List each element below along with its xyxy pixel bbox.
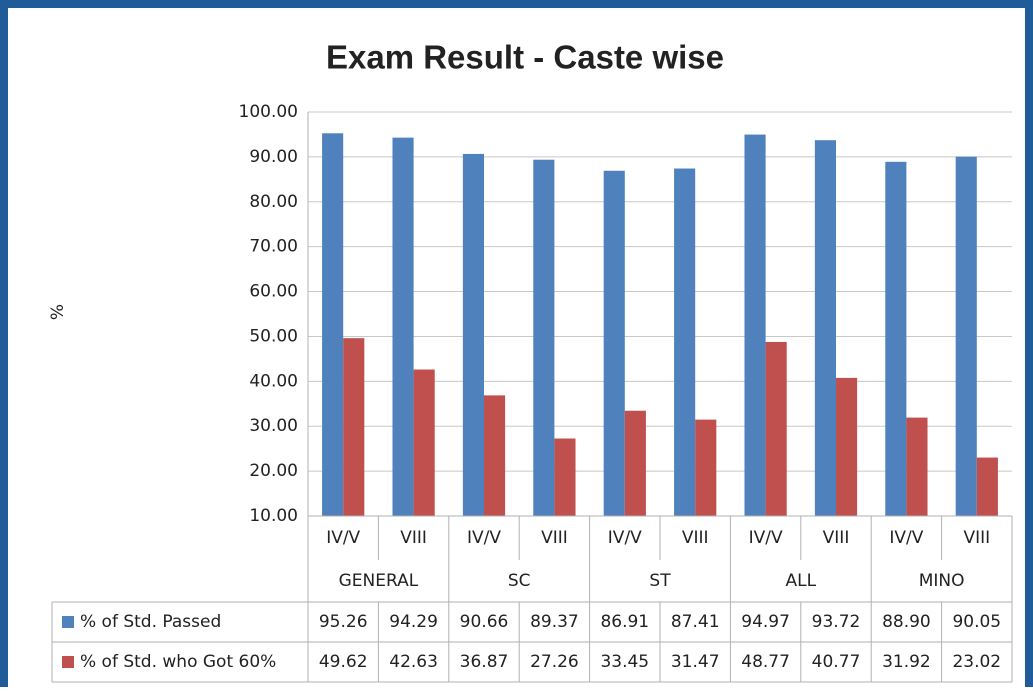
table-value: 36.87 [460, 652, 509, 672]
bar [744, 134, 766, 517]
bar [885, 161, 907, 516]
y-tick-label: 100.00 [239, 102, 298, 122]
x-tick-label: VIII [682, 528, 709, 548]
bar [624, 410, 646, 516]
bar [765, 341, 787, 516]
y-tick-label: 60.00 [249, 282, 298, 302]
x-tick-label: IV/V [749, 528, 783, 548]
chart-title: Exam Result - Caste wise [326, 39, 724, 76]
table-value: 90.05 [952, 612, 1001, 632]
legend-key [62, 616, 74, 628]
table-value: 87.41 [671, 612, 720, 632]
legend-label: % of Std. who Got 60% [80, 652, 276, 672]
bar [484, 395, 506, 516]
y-tick-label: 30.00 [249, 416, 298, 436]
bar [462, 153, 484, 517]
table-value: 49.62 [319, 652, 368, 672]
x-tick-label: VIII [963, 528, 990, 548]
x-tick-label: VIII [541, 528, 568, 548]
x-tick-label: VIII [823, 528, 850, 548]
table-value: 94.97 [741, 612, 790, 632]
bar [343, 338, 365, 516]
table-value: 23.02 [952, 652, 1001, 672]
table-value: 86.91 [600, 612, 649, 632]
bar [674, 168, 696, 516]
table-value: 42.63 [389, 652, 438, 672]
bar [322, 133, 344, 516]
x-tick-label: IV/V [889, 528, 923, 548]
x-tick-label: IV/V [467, 528, 501, 548]
group-label: SC [508, 571, 531, 591]
legend-key [62, 656, 74, 668]
y-tick-label: 10.00 [249, 506, 298, 526]
y-tick-label: 20.00 [249, 461, 298, 481]
bar [413, 369, 435, 516]
bar [906, 417, 928, 516]
table-value: 89.37 [530, 612, 579, 632]
x-tick-label: IV/V [608, 528, 642, 548]
y-tick-label: 40.00 [249, 371, 298, 391]
table-value: 88.90 [882, 612, 931, 632]
table-value: 40.77 [812, 652, 861, 672]
bar [976, 457, 998, 516]
bar [695, 419, 717, 516]
y-tick-label: 80.00 [249, 192, 298, 212]
table-value: 27.26 [530, 652, 579, 672]
bar [955, 156, 977, 517]
table-value: 33.45 [600, 652, 649, 672]
table-value: 93.72 [812, 612, 861, 632]
y-tick-label: 50.00 [249, 326, 298, 346]
table-value: 31.47 [671, 652, 720, 672]
group-label: ST [649, 571, 671, 591]
group-label: MINO [919, 571, 965, 591]
bar [836, 377, 858, 516]
bar [814, 140, 836, 516]
table-value: 90.66 [460, 612, 509, 632]
bar [533, 159, 555, 516]
bar [603, 170, 625, 516]
y-tick-label: 90.00 [249, 147, 298, 167]
group-label: GENERAL [339, 571, 419, 591]
group-label: ALL [786, 571, 817, 591]
x-tick-label: VIII [400, 528, 427, 548]
y-tick-label: 70.00 [249, 237, 298, 257]
bar [554, 438, 576, 516]
table-value: 48.77 [741, 652, 790, 672]
x-tick-label: IV/V [326, 528, 360, 548]
y-axis-label: % [48, 304, 68, 320]
table-value: 94.29 [389, 612, 438, 632]
table-value: 95.26 [319, 612, 368, 632]
bar [392, 137, 414, 516]
legend-label: % of Std. Passed [80, 612, 221, 632]
table-value: 31.92 [882, 652, 931, 672]
